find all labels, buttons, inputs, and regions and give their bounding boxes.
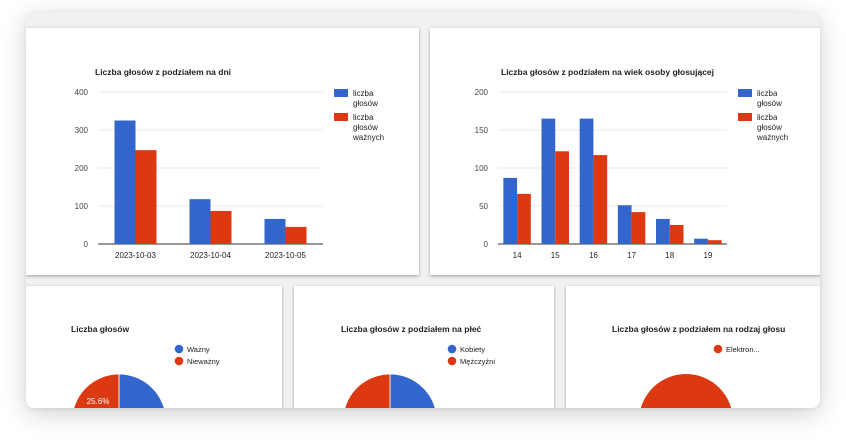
bar-valid	[669, 225, 684, 244]
legend-label: Kobiety	[460, 345, 485, 354]
chart-title: Liczba głosów z podziałem na rodzaj głos…	[612, 324, 785, 334]
x-tick-label: 16	[589, 251, 598, 260]
chart-card-days: Liczba głosów z podziałem na dni 0 100 200 3…	[26, 28, 419, 275]
x-tick-label: 17	[627, 251, 636, 260]
legend-label: Elektron...	[726, 345, 760, 354]
legend-swatch	[334, 113, 348, 121]
bar-total	[656, 218, 670, 244]
bar-valid	[593, 155, 608, 244]
chart-title: Liczba głosów z podziałem na wiek osoby …	[501, 67, 714, 77]
chart-votes-by-type: Liczba głosów z podziałem na rodzaj głos…	[612, 324, 785, 408]
chart-card-age: Liczba głosów z podziałem na wiek osoby …	[430, 28, 820, 275]
legend-label-line: głosów	[757, 123, 782, 132]
legend-dot	[447, 344, 457, 354]
bar-total	[114, 120, 136, 244]
legend-label-line: głosów	[757, 99, 782, 108]
bar-total	[579, 118, 594, 244]
bar-total	[541, 118, 556, 244]
chart-title: Liczba głosów z podziałem na dni	[95, 67, 231, 77]
legend-label: Nieważny	[187, 357, 220, 366]
chart-title: Liczba głosów z podziałem na płeć	[341, 324, 482, 334]
bar-total	[617, 205, 632, 244]
legend-label: liczba głosów	[353, 89, 378, 108]
legend-label-line: głosów	[353, 123, 378, 132]
bar-valid	[555, 151, 569, 244]
bar-total	[503, 177, 518, 244]
legend-dot	[447, 356, 457, 366]
bar-valid	[517, 193, 531, 244]
bar-total	[694, 238, 708, 244]
bar-valid	[285, 226, 307, 244]
legend-label-line: głosów	[353, 99, 378, 108]
bar-valid	[135, 150, 157, 244]
legend-dot	[174, 356, 184, 366]
x-tick-label: 15	[551, 251, 560, 260]
chart-card-type: Liczba głosów z podziałem na rodzaj głos…	[566, 286, 820, 408]
y-tick-label: 0	[484, 240, 489, 249]
pie-slice	[344, 373, 391, 408]
y-tick-label: 0	[84, 240, 89, 249]
legend-label-line: liczba	[757, 113, 778, 122]
legend-label: Mężczyźni	[460, 357, 495, 366]
x-tick-label: 2023-10-04	[190, 251, 231, 260]
y-tick-label: 150	[475, 126, 489, 135]
legend-label: liczba głosów	[757, 89, 782, 108]
x-tick-label: 19	[703, 251, 712, 260]
chart-title: Liczba głosów	[71, 324, 129, 334]
x-tick-label: 2023-10-05	[265, 251, 306, 260]
chart-card-total: Liczba głosów Ważny 25.6% Nieważny	[26, 286, 282, 408]
legend-label-line: liczba	[757, 89, 778, 98]
chart-votes-by-day: Liczba głosów z podziałem na dni 0 100 200 3…	[75, 67, 384, 260]
chart-votes-by-age: Liczba głosów z podziałem na wiek osoby …	[475, 67, 788, 260]
legend-label-line: liczba	[353, 113, 374, 122]
pie-slice	[640, 374, 732, 408]
y-tick-label: 200	[475, 88, 489, 97]
x-tick-label: 18	[665, 251, 674, 260]
y-tick-label: 100	[475, 164, 489, 173]
y-tick-label: 200	[75, 164, 89, 173]
legend-label: liczba głosów ważnych	[352, 113, 384, 142]
legend-swatch	[334, 89, 348, 97]
y-tick-label: 50	[479, 202, 488, 211]
pie-slice	[118, 373, 165, 408]
legend-swatch	[738, 113, 752, 121]
pie-slice-label: 25.6%	[87, 397, 110, 406]
y-tick-label: 400	[75, 88, 89, 97]
dashboard: Liczba głosów z podziałem na dni 0 100 200 3…	[26, 12, 820, 408]
legend-label-line: ważnych	[352, 133, 384, 142]
y-tick-label: 300	[75, 126, 89, 135]
bar-total	[189, 199, 211, 244]
legend-label: Ważny	[187, 345, 210, 354]
legend-label-line: liczba	[353, 89, 374, 98]
pie-slice	[389, 373, 436, 408]
legend-label: liczba głosów ważnych	[756, 113, 788, 142]
y-tick-label: 100	[75, 202, 89, 211]
chart-votes-by-gender: Liczba głosów z podziałem na płeć42.5%Ko…	[341, 324, 495, 408]
chart-card-gender: Liczba głosów z podziałem na płeć42.5%Ko…	[294, 286, 554, 408]
bar-valid	[631, 212, 646, 244]
legend-dot	[174, 344, 184, 354]
bar-valid	[210, 210, 232, 244]
x-tick-label: 2023-10-03	[115, 251, 156, 260]
legend-label-line: ważnych	[756, 133, 788, 142]
legend-dot	[713, 344, 723, 354]
pie-slice	[73, 373, 120, 408]
chart-votes-total: Liczba głosów Ważny 25.6% Nieważny	[71, 324, 220, 408]
legend-swatch	[738, 89, 752, 97]
x-tick-label: 14	[513, 251, 522, 260]
bar-valid	[707, 240, 722, 244]
bar-total	[264, 218, 286, 244]
